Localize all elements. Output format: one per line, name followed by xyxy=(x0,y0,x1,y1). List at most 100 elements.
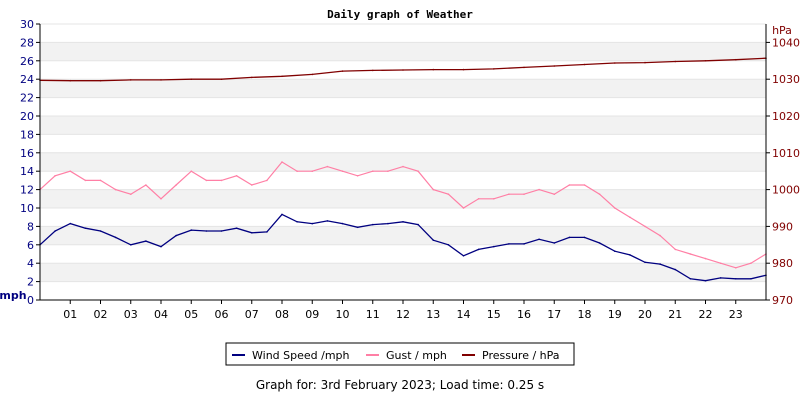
left-tick-label: 12 xyxy=(20,184,34,197)
data-point-0 xyxy=(251,232,253,234)
data-point-2 xyxy=(583,63,586,66)
grid-band xyxy=(40,244,766,264)
data-point-0 xyxy=(54,230,56,232)
left-tick-label: 10 xyxy=(20,202,34,215)
data-point-1 xyxy=(432,188,435,191)
right-tick-label: 980 xyxy=(772,257,793,270)
data-point-1 xyxy=(130,193,132,195)
data-point-2 xyxy=(644,61,646,64)
data-point-1 xyxy=(477,198,480,200)
x-tick-label: 11 xyxy=(366,308,380,321)
left-tick-label: 20 xyxy=(20,110,34,123)
legend-label: Pressure / hPa xyxy=(482,349,560,362)
data-point-2 xyxy=(251,76,253,79)
left-tick-label: 30 xyxy=(20,18,34,31)
data-point-1 xyxy=(659,234,661,237)
data-point-0 xyxy=(402,221,404,223)
data-point-0 xyxy=(704,279,707,282)
series-layer xyxy=(39,57,767,282)
x-tick-label: 04 xyxy=(154,308,168,321)
data-point-1 xyxy=(114,188,117,191)
grid-band xyxy=(40,116,766,135)
data-point-0 xyxy=(130,244,132,246)
x-tick-label: 19 xyxy=(608,308,622,321)
grid-band xyxy=(40,152,766,172)
data-point-2 xyxy=(372,69,374,72)
x-tick-label: 21 xyxy=(668,308,682,321)
x-tick-label: 01 xyxy=(63,308,77,321)
data-point-1 xyxy=(402,165,404,168)
data-point-1 xyxy=(583,184,586,186)
data-point-0 xyxy=(689,278,692,280)
data-point-0 xyxy=(160,245,162,248)
data-point-0 xyxy=(719,277,722,279)
data-point-2 xyxy=(220,78,223,80)
grid-band xyxy=(40,79,766,98)
x-tick-label: 03 xyxy=(124,308,138,321)
data-point-0 xyxy=(538,238,540,241)
data-point-1 xyxy=(356,175,359,177)
grid-band xyxy=(40,134,766,153)
left-tick-label: 18 xyxy=(20,128,34,141)
data-point-1 xyxy=(84,179,87,182)
chart-title: Daily graph of Weather xyxy=(327,8,473,21)
grid-band xyxy=(40,97,766,116)
data-point-0 xyxy=(99,230,102,232)
x-tick-label: 06 xyxy=(215,308,229,321)
left-tick-label: 0 xyxy=(27,294,34,307)
data-point-2 xyxy=(493,68,495,70)
x-tick-label: 17 xyxy=(547,308,561,321)
x-tick-label: 07 xyxy=(245,308,259,321)
data-point-0 xyxy=(447,244,450,246)
right-tick-label: 1010 xyxy=(772,147,800,160)
data-point-1 xyxy=(689,253,692,255)
data-point-1 xyxy=(326,165,329,168)
data-point-2 xyxy=(402,69,404,71)
legend-label: Gust / mph xyxy=(386,349,447,362)
data-point-0 xyxy=(598,242,601,244)
data-point-0 xyxy=(220,230,223,232)
data-point-2 xyxy=(190,78,193,80)
right-axis-unit-label: hPa xyxy=(772,24,792,37)
data-point-0 xyxy=(387,222,389,225)
data-point-1 xyxy=(387,170,389,172)
grid-band xyxy=(40,189,766,208)
data-point-1 xyxy=(462,207,465,209)
grid-band xyxy=(40,263,766,282)
data-point-0 xyxy=(326,220,329,222)
data-point-2 xyxy=(99,79,102,82)
grid-band xyxy=(40,208,766,227)
data-point-1 xyxy=(296,170,298,172)
data-point-0 xyxy=(372,223,374,226)
legend: Wind Speed /mph Gust / mph Pressure / hPa xyxy=(225,342,575,366)
data-point-1 xyxy=(538,188,540,191)
axes: 0246810121416182022242628309709809901000… xyxy=(20,18,800,321)
right-tick-label: 1020 xyxy=(772,110,800,123)
left-axis-unit-label: mph xyxy=(0,289,27,302)
x-tick-label: 16 xyxy=(517,308,531,321)
data-point-0 xyxy=(644,261,646,264)
data-point-0 xyxy=(583,236,586,239)
data-point-0 xyxy=(508,243,510,245)
grid-band xyxy=(40,42,766,61)
data-point-1 xyxy=(251,184,253,186)
data-point-0 xyxy=(356,226,359,229)
data-point-1 xyxy=(614,207,616,209)
data-point-1 xyxy=(281,161,283,163)
left-tick-label: 2 xyxy=(27,276,34,289)
data-point-1 xyxy=(553,193,556,195)
legend-box xyxy=(225,342,575,366)
data-point-2 xyxy=(553,65,556,67)
data-point-2 xyxy=(281,75,283,78)
data-point-0 xyxy=(311,222,314,225)
left-tick-label: 14 xyxy=(20,165,34,178)
data-point-1 xyxy=(341,170,344,172)
x-tick-label: 02 xyxy=(94,308,108,321)
data-point-1 xyxy=(704,257,707,260)
x-tick-label: 20 xyxy=(638,308,652,321)
data-point-1 xyxy=(311,170,314,172)
data-point-2 xyxy=(130,79,132,81)
data-point-1 xyxy=(750,262,752,265)
data-point-0 xyxy=(750,278,752,280)
